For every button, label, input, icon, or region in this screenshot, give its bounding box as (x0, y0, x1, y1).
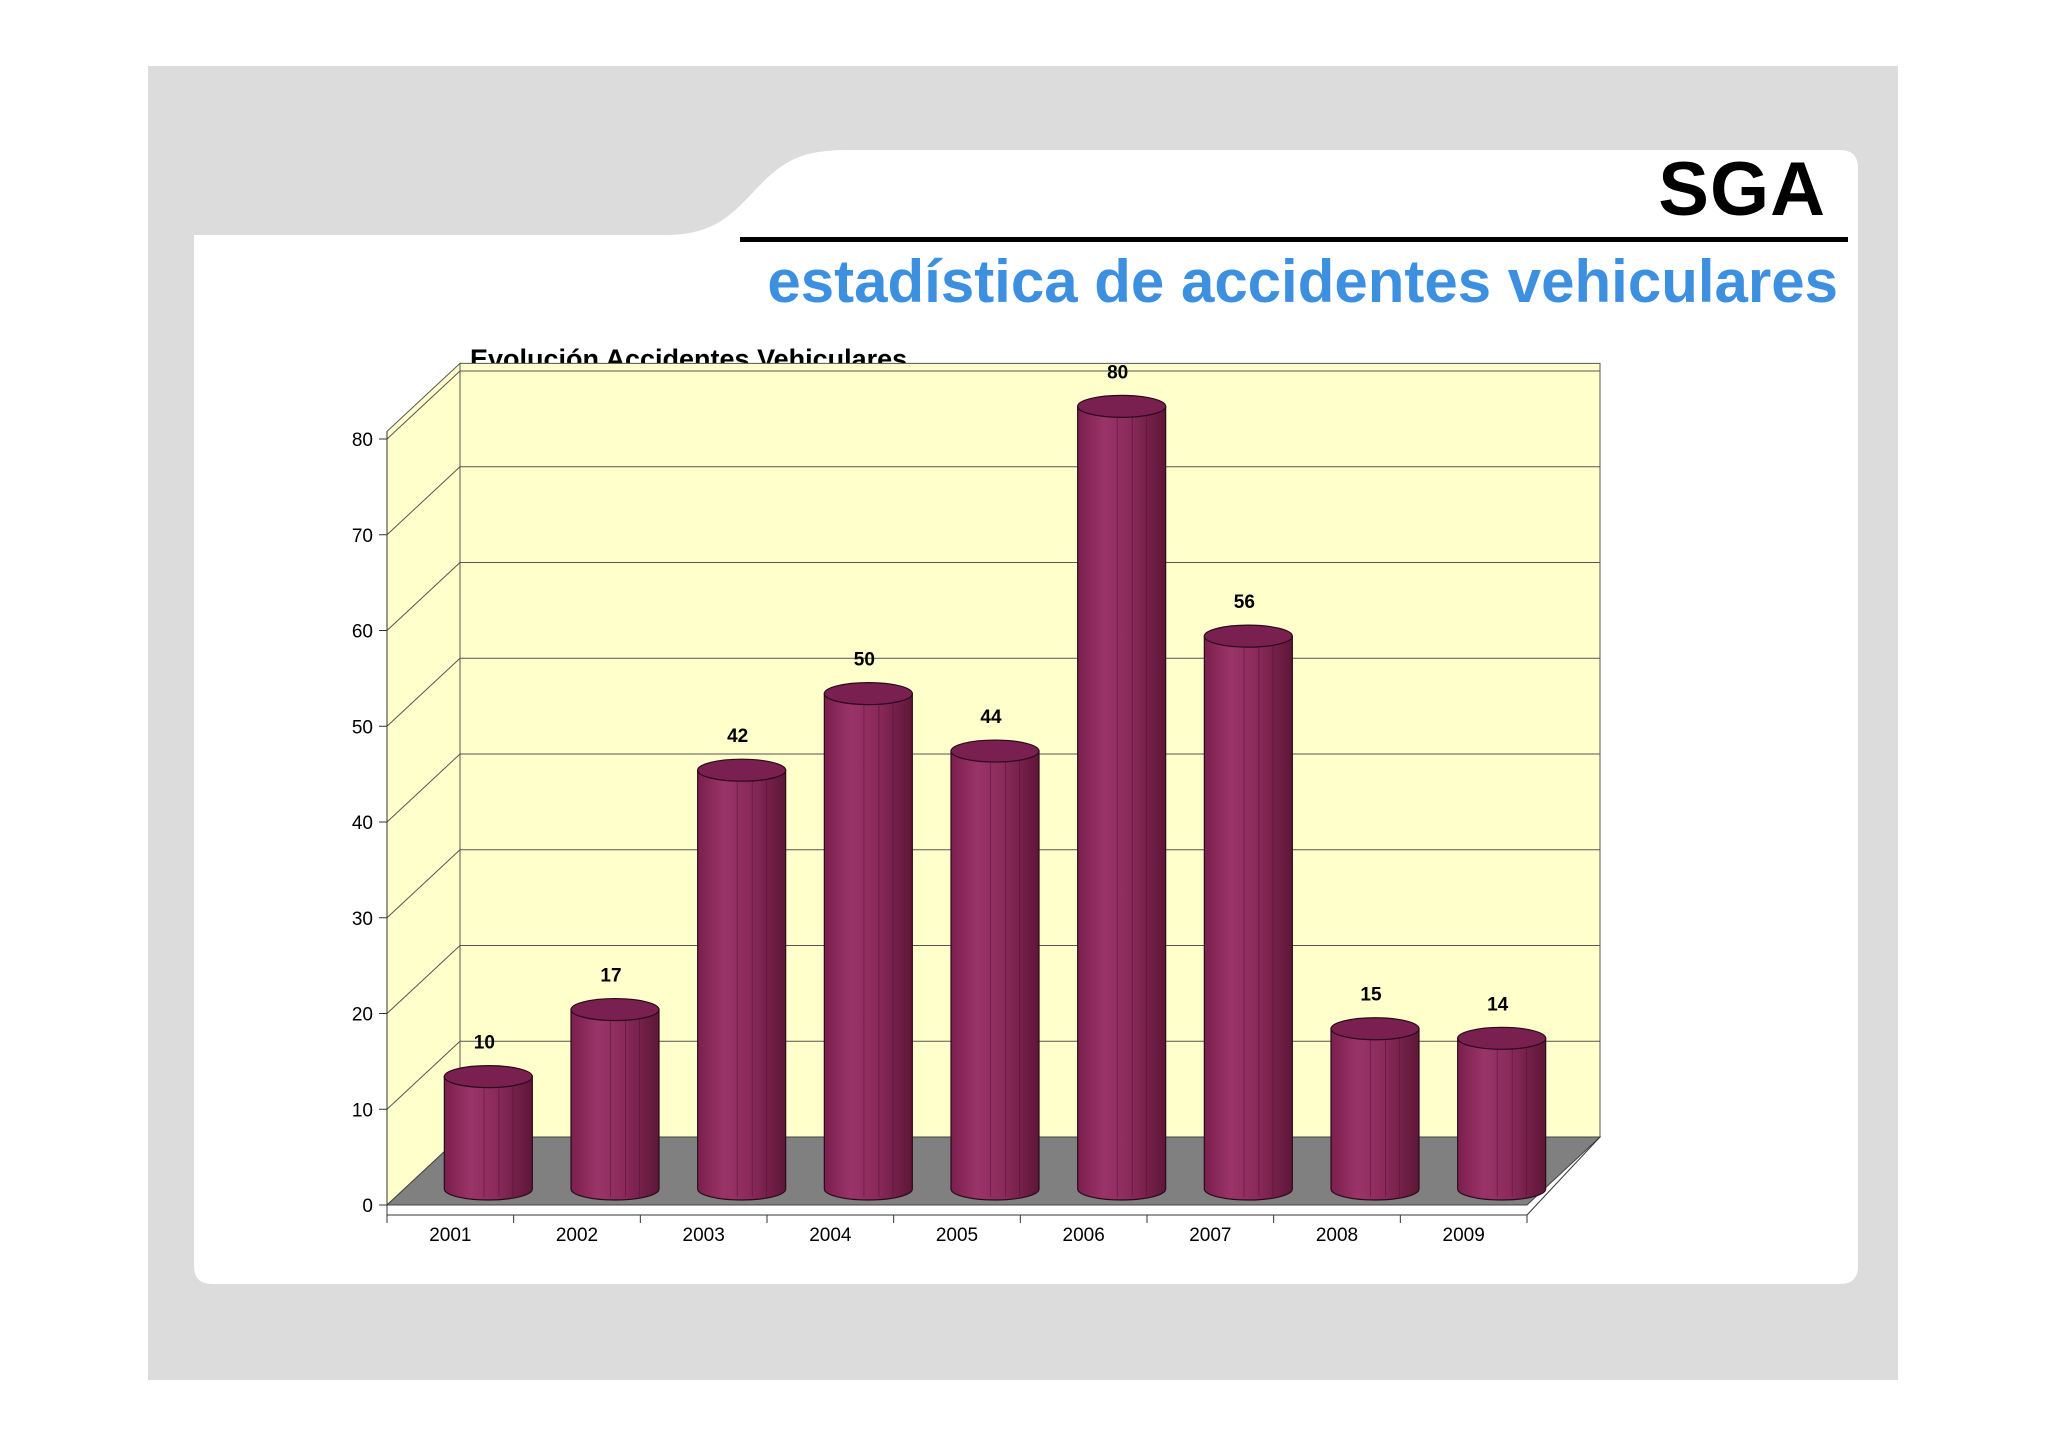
side-gridline (386, 849, 461, 919)
bar-body (823, 693, 913, 1201)
x-tick-label: 2007 (1189, 1225, 1231, 1246)
bar-2009 (1457, 1026, 1547, 1201)
y-tick-label: 10 (352, 1100, 373, 1121)
bar-body (443, 1076, 533, 1201)
x-tick-label: 2004 (809, 1225, 852, 1246)
data-label-2004: 50 (854, 650, 875, 671)
x-tick-label: 2006 (1063, 1225, 1105, 1246)
bar-2007 (1203, 624, 1293, 1201)
bar-top (950, 739, 1040, 763)
bar-body (950, 750, 1040, 1201)
bar-top (1330, 1017, 1420, 1041)
data-label-2006: 80 (1107, 362, 1128, 383)
side-gridline (386, 562, 461, 631)
x-tick-label: 2003 (683, 1225, 725, 1246)
data-label-2007: 56 (1234, 592, 1255, 613)
bar-top (1077, 394, 1167, 418)
bar-body (1330, 1028, 1420, 1201)
y-tick-label: 30 (352, 909, 373, 930)
bar-2006 (1077, 394, 1167, 1201)
bar-body (1077, 405, 1167, 1201)
bar-2004 (823, 682, 913, 1201)
data-labels: 10 17 42 50 44 80 56 15 14 (474, 362, 1509, 1053)
bar-top (443, 1065, 533, 1089)
y-tick-label: 60 (352, 622, 373, 643)
x-tick-label: 2005 (936, 1225, 978, 1246)
x-tick-label: 2008 (1316, 1225, 1358, 1246)
bar-top (697, 758, 787, 782)
x-axis-depth-line (1526, 1136, 1601, 1216)
bar-top (1203, 624, 1293, 648)
slide-title: SGA (1658, 147, 1826, 232)
side-gridline (386, 657, 461, 727)
y-tick-label: 40 (352, 813, 373, 834)
data-label-2002: 17 (600, 966, 621, 987)
y-tick-label: 20 (352, 1005, 373, 1026)
bar-top (1457, 1026, 1547, 1050)
bar-body (697, 769, 787, 1201)
bar-2003 (697, 758, 787, 1201)
x-tick-label: 2009 (1443, 1225, 1485, 1246)
bar-body (1457, 1037, 1547, 1201)
y-tick-label: 70 (352, 526, 373, 547)
data-label-2009: 14 (1487, 994, 1509, 1015)
data-label-2003: 42 (727, 726, 748, 747)
bar-body (1203, 635, 1293, 1201)
data-label-2008: 15 (1360, 985, 1382, 1006)
y-tick-label: 50 (352, 717, 373, 738)
title-divider (740, 237, 1848, 242)
side-gridline (386, 466, 461, 536)
side-gridline (386, 945, 461, 1014)
chart-bars (443, 394, 1547, 1201)
data-label-2005: 44 (980, 707, 1002, 728)
bar-top (570, 997, 660, 1022)
side-gridline (386, 753, 461, 823)
y-axis-ticks: 0 10 20 30 40 50 60 70 80 (352, 430, 387, 1217)
chart-axes (386, 431, 1601, 1216)
bar-2002 (570, 997, 660, 1201)
bar-2008 (1330, 1017, 1420, 1201)
bar-body (570, 1008, 660, 1201)
y-tick-label: 80 (352, 430, 373, 451)
x-tick-label: 2002 (556, 1225, 598, 1246)
x-tick-label: 2001 (429, 1225, 471, 1246)
bar-2005 (950, 739, 1040, 1201)
slide-subtitle: estadística de accidentes vehiculares (767, 248, 1838, 315)
y-tick-label: 0 (362, 1196, 373, 1217)
x-axis-ticks: 2001 2002 2003 2004 2005 2006 2007 2008 2009 (386, 1215, 1528, 1246)
bar-top (823, 682, 913, 706)
bar-2001 (443, 1065, 533, 1201)
data-label-2001: 10 (474, 1033, 495, 1054)
side-gridline (386, 370, 461, 440)
side-gridline (386, 1040, 461, 1110)
